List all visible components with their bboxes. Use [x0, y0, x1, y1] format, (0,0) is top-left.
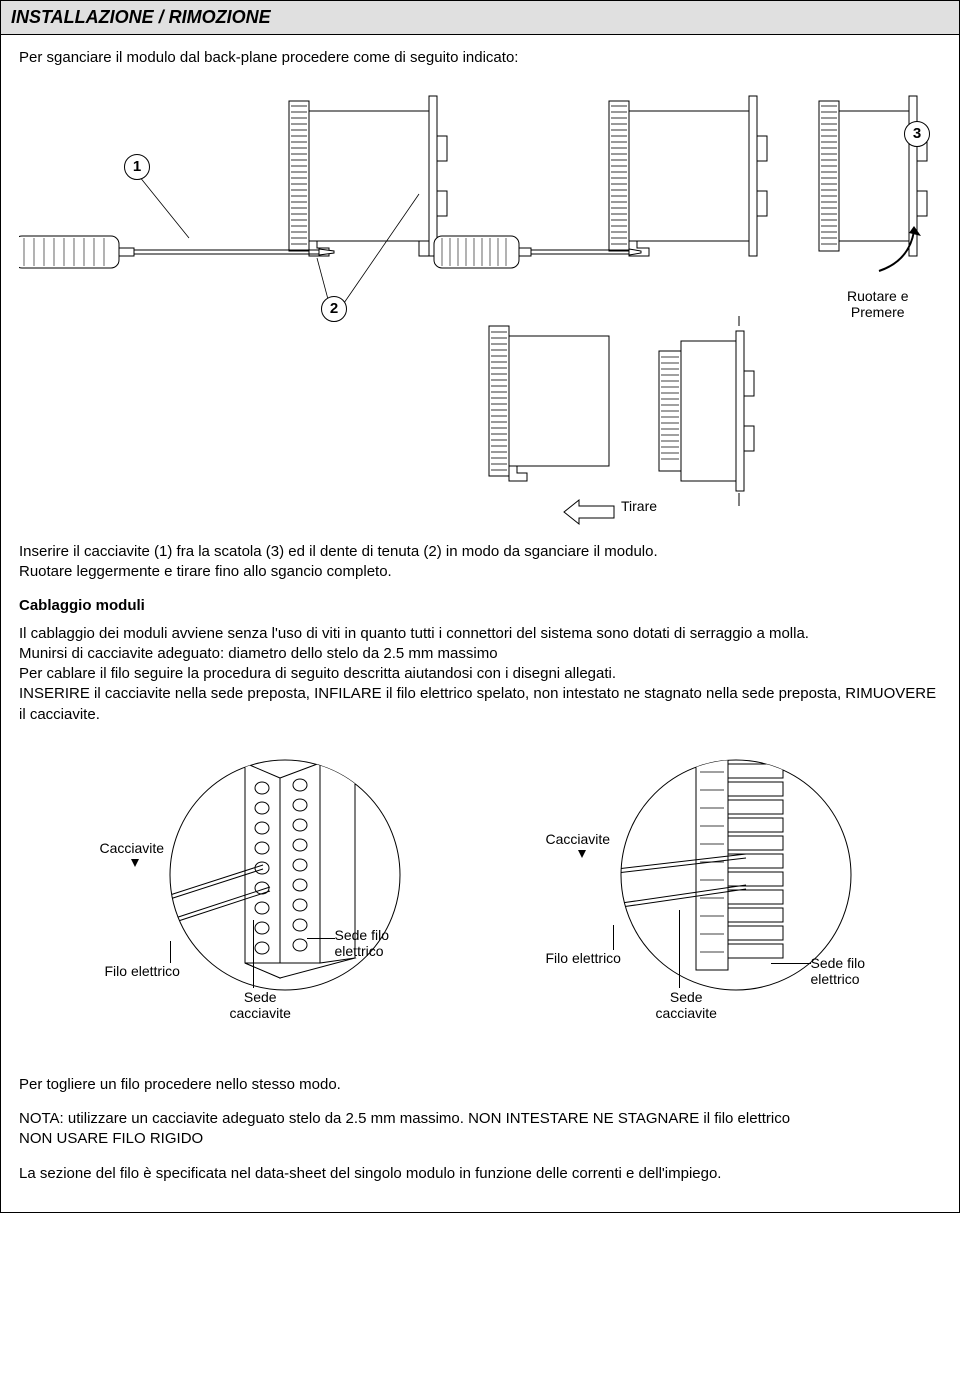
text-block-2: Per togliere un filo procedere nello ste…	[19, 1075, 941, 1095]
callout-sede-cacciavite-l: Sede cacciavite	[230, 989, 291, 1021]
wiring-fig-left: Cacciavite Filo elettrico Sede cacciavit…	[75, 745, 425, 1025]
callout-cacciavite-r: Cacciavite	[546, 831, 611, 847]
tirare-label: Tirare	[621, 498, 657, 514]
text-block-3: NOTA: utilizzare un cacciavite adeguato …	[19, 1109, 941, 1150]
section-header: INSTALLAZIONE / RIMOZIONE	[1, 1, 959, 35]
step-3-label: 3	[904, 121, 930, 147]
intro-text: Per sganciare il modulo dal back-plane p…	[19, 49, 941, 66]
rotate-press-label: Ruotare e Premere	[847, 288, 908, 320]
wiring-fig-right: Cacciavite Filo elettrico Sede cacciavit…	[536, 745, 886, 1025]
cablaggio-title: Cablaggio moduli	[19, 597, 941, 614]
callout-sede-cacciavite-r: Sede cacciavite	[656, 989, 717, 1021]
text-block-1: Inserire il cacciavite (1) fra la scatol…	[19, 542, 941, 583]
removal-diagram: 1 2 3 Ruotare e Premere Tirare	[19, 86, 941, 526]
main-content: Per sganciare il modulo dal back-plane p…	[1, 35, 959, 1212]
step-1-label: 1	[124, 154, 150, 180]
wiring-diagram-area: Cacciavite Filo elettrico Sede cacciavit…	[19, 745, 941, 1045]
removal-svg	[19, 86, 939, 526]
callout-filo-l: Filo elettrico	[105, 963, 180, 979]
document-page: INSTALLAZIONE / RIMOZIONE Per sganciare …	[0, 0, 960, 1213]
cablaggio-text: Il cablaggio dei moduli avviene senza l'…	[19, 624, 941, 725]
callout-filo-r: Filo elettrico	[546, 950, 621, 966]
callout-sede-filo-r: Sede filo elettrico	[811, 955, 865, 987]
text-block-4: La sezione del filo è specificata nel da…	[19, 1164, 941, 1184]
step-2-label: 2	[321, 296, 347, 322]
callout-cacciavite-l: Cacciavite	[100, 840, 165, 856]
callout-sede-filo-l: Sede filo elettrico	[335, 927, 389, 959]
